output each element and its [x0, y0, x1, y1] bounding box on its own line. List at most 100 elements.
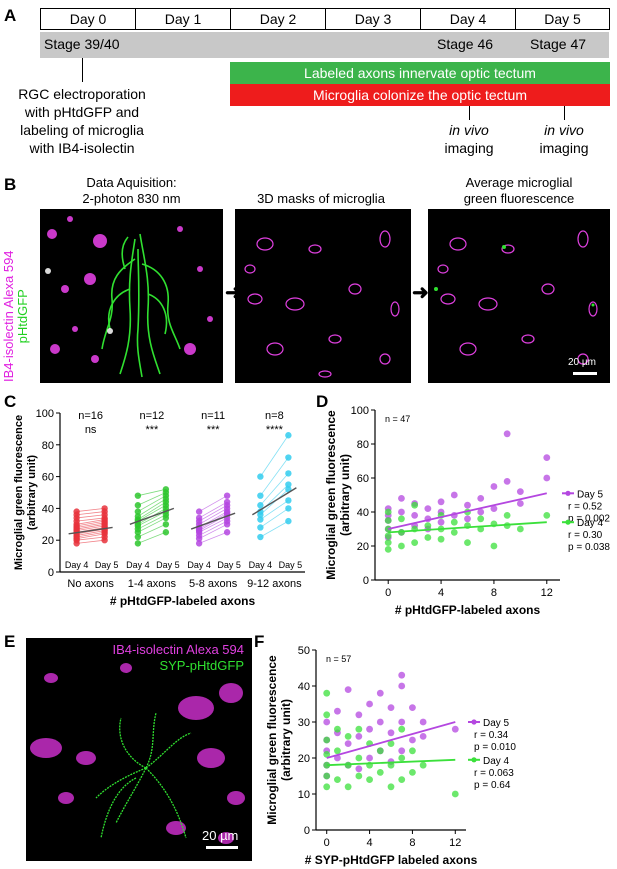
d-1-point-27 — [503, 512, 511, 519]
f-1-point-8 — [334, 747, 341, 755]
day-box-1: Day 1 — [135, 8, 231, 30]
f-x-tick-label-1: 4 — [367, 837, 373, 849]
c-0-day4-label: Day 4 — [65, 560, 89, 570]
d-0-point-20 — [464, 501, 471, 509]
c-1-pair-9 — [137, 495, 167, 512]
stage-39-40: Stage 39/40 — [44, 36, 120, 52]
d-0-point-27 — [516, 500, 524, 507]
d-0-point-18 — [450, 491, 458, 499]
c-3-day4-point-1 — [257, 524, 264, 531]
c-2-day4-point-9 — [195, 514, 203, 522]
c-2-pair-0 — [198, 531, 228, 544]
day-box-0: Day 0 — [40, 8, 136, 30]
c-3-pair-5 — [260, 473, 289, 506]
d-1-point-18 — [450, 518, 458, 526]
d-1-point-13 — [424, 522, 432, 529]
e-image: IB4-isolectin Alexa 594 SYP-pHtdGFP 20 µ… — [26, 638, 252, 861]
c-0-sig: ns — [85, 424, 97, 436]
e-label-green: SYP-pHtdGFP — [159, 658, 244, 673]
f-1-point-6 — [323, 689, 331, 697]
d-x-label: # pHtdGFP-labeled axons — [395, 603, 541, 617]
imaging-day4-note: in vivo imaging — [444, 122, 494, 156]
c-1-pair-2 — [137, 517, 167, 533]
c-0-mean-line — [68, 526, 113, 535]
d-y-tick-label-1: 20 — [357, 541, 369, 553]
c-2-pair-3 — [198, 517, 228, 533]
c-y-tick-label-3: 60 — [42, 472, 54, 484]
d-0-point-13 — [424, 505, 432, 512]
day-box-2: Day 2 — [230, 8, 326, 30]
c-0-pair-7 — [76, 525, 105, 532]
f-1-legend-r: r = 0.063 — [474, 768, 514, 779]
f-0-point-16 — [366, 700, 373, 708]
d-0-point-7 — [398, 495, 405, 502]
c-3-day5-point-1 — [285, 505, 292, 512]
d-x-tick-label-3: 12 — [541, 587, 553, 599]
c-1-pair-8 — [137, 498, 167, 517]
f-0-point-26 — [398, 671, 406, 679]
f-0-point-4 — [323, 718, 331, 726]
f-1-point-19 — [376, 769, 384, 776]
panel-label-c: C — [4, 392, 17, 411]
f-1-legend-p: p = 0.64 — [474, 780, 511, 791]
d-1-point-19 — [464, 539, 471, 546]
f-0-point-22 — [387, 704, 395, 711]
c-1-day4-point-0 — [134, 540, 142, 547]
f-0-point-21 — [387, 729, 395, 737]
f-0-point-9 — [344, 740, 352, 747]
f-n-label: n = 57 — [326, 654, 351, 664]
d-1-point-0 — [384, 546, 392, 553]
f-1-point-15 — [355, 725, 363, 733]
d-0-point-23 — [490, 505, 498, 512]
day-box-4: Day 4 — [420, 8, 516, 30]
imaging-day5-note: in vivo imaging — [539, 122, 589, 156]
c-0-pair-10 — [76, 520, 105, 527]
d-0-point-14 — [437, 518, 445, 526]
c-0-pair-13 — [76, 514, 105, 519]
d-1-legend-marker — [565, 519, 571, 525]
c-1-pair-11 — [137, 488, 166, 497]
c-y-tick-label-0: 0 — [48, 567, 54, 579]
c-1-day4-point-9 — [134, 508, 142, 515]
f-y-tick-label-4: 40 — [298, 681, 310, 693]
d-x-tick-label-2: 8 — [491, 587, 497, 599]
imaging4-connector — [469, 106, 470, 120]
e-scale-bar — [206, 846, 238, 849]
c-2-day5-label: Day 5 — [217, 560, 241, 570]
c-3-day4-point-5 — [257, 502, 264, 509]
b-scale-bar — [573, 372, 597, 375]
e-label-magenta: IB4-isolectin Alexa 594 — [112, 642, 244, 657]
f-0-point-10 — [344, 686, 352, 693]
panel-label-d: D — [316, 392, 329, 411]
d-0-point-26 — [503, 430, 511, 438]
c-0-day4-point-15 — [73, 508, 80, 515]
c-0-pair-2 — [76, 533, 105, 540]
f-1-point-4 — [323, 736, 331, 744]
f-1-point-24 — [398, 776, 406, 783]
c-3-day4-point-0 — [257, 533, 264, 541]
c-3-mean-line — [252, 487, 297, 516]
panel-label-e: E — [4, 632, 16, 651]
f-1-point-7 — [334, 776, 341, 783]
c-1-day5-point-1 — [162, 521, 170, 528]
d-1-point-5 — [384, 508, 392, 516]
c-1-day5-point-11 — [162, 486, 170, 493]
d-1-point-12 — [424, 534, 432, 541]
c-3-pair-2 — [260, 500, 289, 520]
f-1-point-23 — [387, 740, 395, 747]
d-y-tick-label-2: 40 — [357, 507, 369, 519]
f-0-point-11 — [355, 765, 363, 773]
f-1-point-3 — [323, 751, 331, 758]
d-y-tick-label-4: 80 — [357, 439, 369, 451]
c-1-day5-point-0 — [162, 529, 170, 536]
c-y-tick-label-2: 40 — [42, 503, 54, 515]
c-1-pair-3 — [137, 514, 167, 530]
d-x-tick-label-0: 0 — [385, 587, 391, 599]
stage-46: Stage 46 — [437, 36, 494, 52]
f-1-point-27 — [409, 769, 416, 776]
c-2-day5-point-0 — [223, 529, 231, 536]
c-2-day5-point-10 — [223, 492, 231, 499]
f-1-point-30 — [451, 790, 459, 798]
c-2-pair-7 — [198, 508, 228, 525]
